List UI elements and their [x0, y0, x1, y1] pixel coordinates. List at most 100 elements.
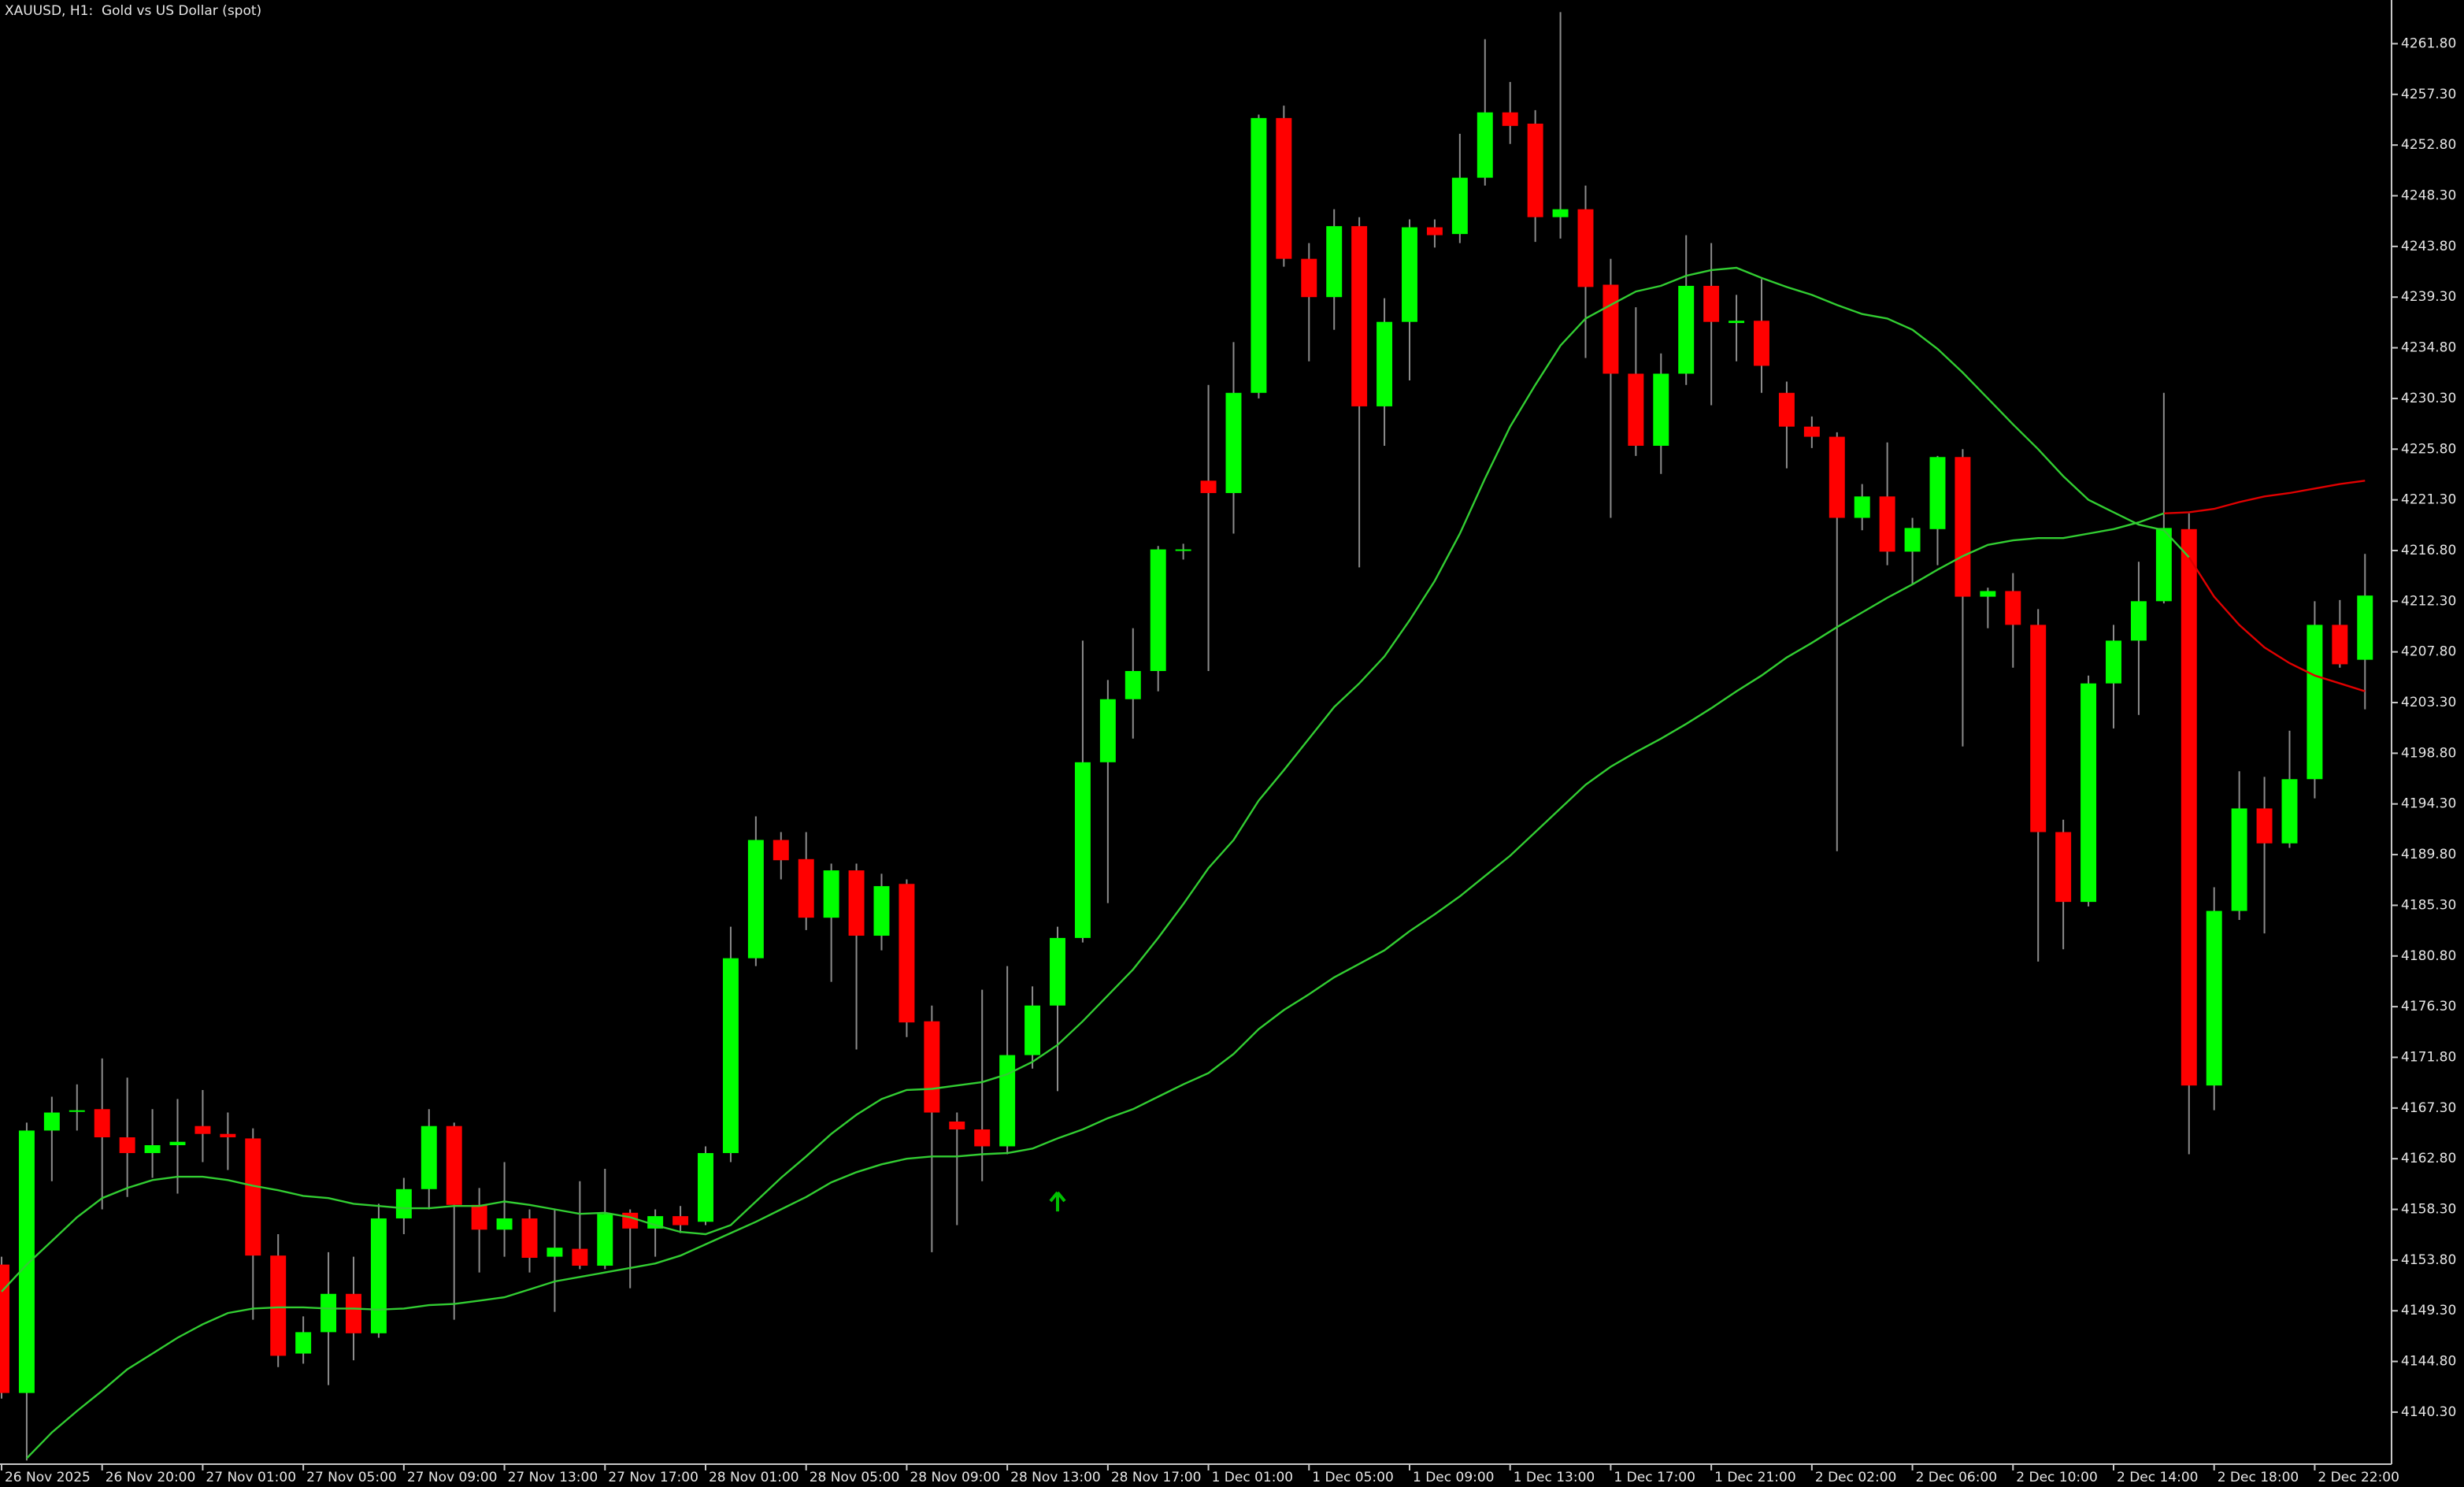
x-tick-label: 28 Nov 05:00	[810, 1470, 900, 1485]
candle-body	[1653, 373, 1669, 446]
candle-body	[1703, 285, 1720, 322]
x-tick-label: 27 Nov 13:00	[508, 1470, 598, 1485]
candle-body	[823, 870, 839, 918]
candle-body	[2357, 595, 2373, 660]
candle-body	[747, 840, 764, 959]
candle-body	[521, 1218, 538, 1259]
candle-body	[195, 1125, 211, 1134]
plot-area	[0, 12, 2373, 1461]
candle-body	[1577, 209, 1594, 287]
y-tick-label: 4207.80	[2401, 644, 2456, 660]
candle-body	[722, 958, 739, 1154]
candle-body	[1402, 227, 1417, 322]
y-tick-label: 4176.30	[2401, 999, 2456, 1014]
candle-body	[18, 1130, 35, 1393]
candle-body	[1502, 112, 1518, 126]
candle-body	[1603, 284, 1619, 374]
candle-body	[446, 1125, 462, 1205]
candle-body	[1074, 762, 1091, 938]
y-tick-label: 4261.80	[2401, 35, 2456, 51]
candle-body	[999, 1055, 1016, 1147]
candle-body	[1050, 937, 1065, 1006]
x-tick-label: 28 Nov 17:00	[1111, 1470, 1202, 1485]
candle-body	[2106, 640, 2121, 684]
candle-body	[1301, 258, 1317, 298]
moving-average-line	[2188, 556, 2366, 692]
candle-body	[1451, 177, 1468, 235]
candle-body	[471, 1204, 487, 1230]
candle-body	[1377, 321, 1393, 406]
x-tick-label: 1 Dec 13:00	[1514, 1470, 1595, 1485]
y-tick-label: 4149.30	[2401, 1303, 2456, 1318]
candle-body	[1150, 549, 1166, 671]
y-tick-label: 4158.30	[2401, 1202, 2456, 1218]
buy-arrow	[1049, 1191, 1066, 1212]
x-tick-label: 2 Dec 22:00	[2318, 1470, 2399, 1485]
candle-body	[798, 858, 814, 918]
candle-body	[1929, 457, 1946, 529]
x-tick-label: 28 Nov 13:00	[1010, 1470, 1101, 1485]
candle-body	[924, 1021, 940, 1113]
x-tick-label: 2 Dec 18:00	[2218, 1470, 2299, 1485]
candle-body	[1200, 480, 1217, 494]
candle-body	[1326, 226, 1343, 298]
x-tick-label: 2 Dec 06:00	[1916, 1470, 1998, 1485]
y-tick-label: 4234.80	[2401, 340, 2456, 356]
candle-body	[321, 1293, 337, 1333]
candle-body	[1803, 426, 1820, 437]
x-tick-label: 1 Dec 09:00	[1413, 1470, 1495, 1485]
y-tick-label: 4243.80	[2401, 239, 2456, 254]
candle-body	[496, 1218, 513, 1230]
y-tick-label: 4203.30	[2401, 695, 2456, 710]
y-tick-label: 4257.30	[2401, 87, 2456, 102]
candle-body	[2206, 910, 2222, 1086]
candle-body	[1099, 699, 1116, 762]
x-tick-label: 2 Dec 02:00	[1815, 1470, 1897, 1485]
y-tick-label: 4230.30	[2401, 391, 2456, 406]
candle-body	[245, 1138, 261, 1256]
candle-body	[295, 1332, 312, 1354]
candle-body	[1754, 321, 1769, 366]
candle-body	[43, 1112, 60, 1131]
candle-body	[69, 1110, 85, 1112]
candle-body	[547, 1248, 563, 1257]
candle-body	[270, 1255, 287, 1356]
candle-body	[1175, 549, 1191, 551]
x-tick-label: 27 Nov 17:00	[608, 1470, 698, 1485]
candle-body	[873, 886, 890, 936]
candle-body	[572, 1248, 588, 1266]
y-tick-label: 4198.80	[2401, 745, 2456, 761]
x-tick-label: 1 Dec 17:00	[1614, 1470, 1695, 1485]
candle-body	[1251, 117, 1267, 393]
candle-body	[169, 1141, 186, 1146]
candle-body	[346, 1293, 361, 1333]
candle-body	[2281, 779, 2298, 844]
x-tick-label: 2 Dec 10:00	[2016, 1470, 2098, 1485]
y-tick-label: 4189.80	[2401, 847, 2456, 862]
x-tick-label: 1 Dec 21:00	[1714, 1470, 1796, 1485]
candle-body	[2332, 625, 2348, 665]
candle-body	[1955, 457, 1971, 597]
candle-body	[220, 1133, 236, 1138]
candle-body	[1980, 591, 1996, 597]
x-tick-label: 27 Nov 09:00	[407, 1470, 498, 1485]
y-tick-label: 4216.80	[2401, 543, 2456, 558]
candle-body	[597, 1214, 613, 1266]
candle-body	[421, 1125, 437, 1189]
candle-body	[94, 1109, 110, 1138]
x-tick-label: 1 Dec 01:00	[1212, 1470, 1294, 1485]
candle-body	[1527, 124, 1543, 217]
candle-body	[974, 1129, 991, 1147]
candle-body	[673, 1216, 689, 1226]
candle-body	[2055, 832, 2072, 903]
candle-body	[1879, 496, 1895, 552]
x-tick-label: 2 Dec 14:00	[2117, 1470, 2199, 1485]
y-tick-label: 4248.30	[2401, 188, 2456, 204]
candle-body	[1225, 392, 1242, 494]
y-tick-label: 4194.30	[2401, 796, 2456, 812]
candle-body	[1125, 670, 1141, 699]
candle-body	[2005, 591, 2021, 625]
candle-body	[2256, 808, 2273, 844]
candle-body	[1854, 496, 1870, 518]
